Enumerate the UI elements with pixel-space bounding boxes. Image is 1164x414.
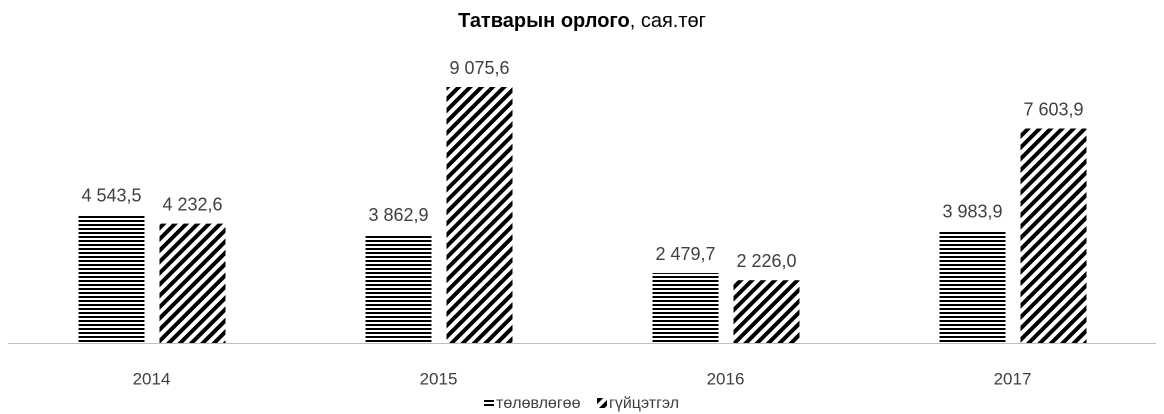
- bar: [159, 223, 226, 343]
- value-label: 4 232,6: [162, 194, 222, 214]
- x-tick-label: 2015: [420, 369, 458, 388]
- value-label: 3 983,9: [942, 201, 1002, 221]
- title-unit: , сая.төг: [630, 10, 706, 32]
- value-label: 9 075,6: [449, 58, 509, 78]
- value-label: 4 543,5: [81, 186, 141, 206]
- bar: [939, 230, 1006, 343]
- legend-label: төлөвлөгөө: [496, 395, 581, 412]
- bar: [365, 234, 432, 343]
- bar: [78, 214, 145, 343]
- legend-swatch: [597, 398, 607, 408]
- title-main: Татварын орлого: [458, 10, 630, 32]
- x-tick-label: 2016: [707, 369, 745, 388]
- bar: [1020, 128, 1087, 343]
- bar: [733, 280, 800, 343]
- bar: [446, 87, 513, 343]
- bar: [652, 273, 719, 343]
- chart-title: Татварын орлого, сая.төг: [458, 10, 706, 32]
- value-label: 2 479,7: [655, 244, 715, 264]
- x-tick-label: 2014: [133, 369, 171, 388]
- x-tick-label: 2017: [994, 369, 1032, 388]
- legend-label: гүйцэтгэл: [609, 395, 679, 412]
- value-label: 3 862,9: [368, 205, 428, 225]
- legend-swatch: [484, 398, 494, 408]
- value-label: 7 603,9: [1023, 99, 1083, 119]
- value-label: 2 226,0: [736, 251, 796, 271]
